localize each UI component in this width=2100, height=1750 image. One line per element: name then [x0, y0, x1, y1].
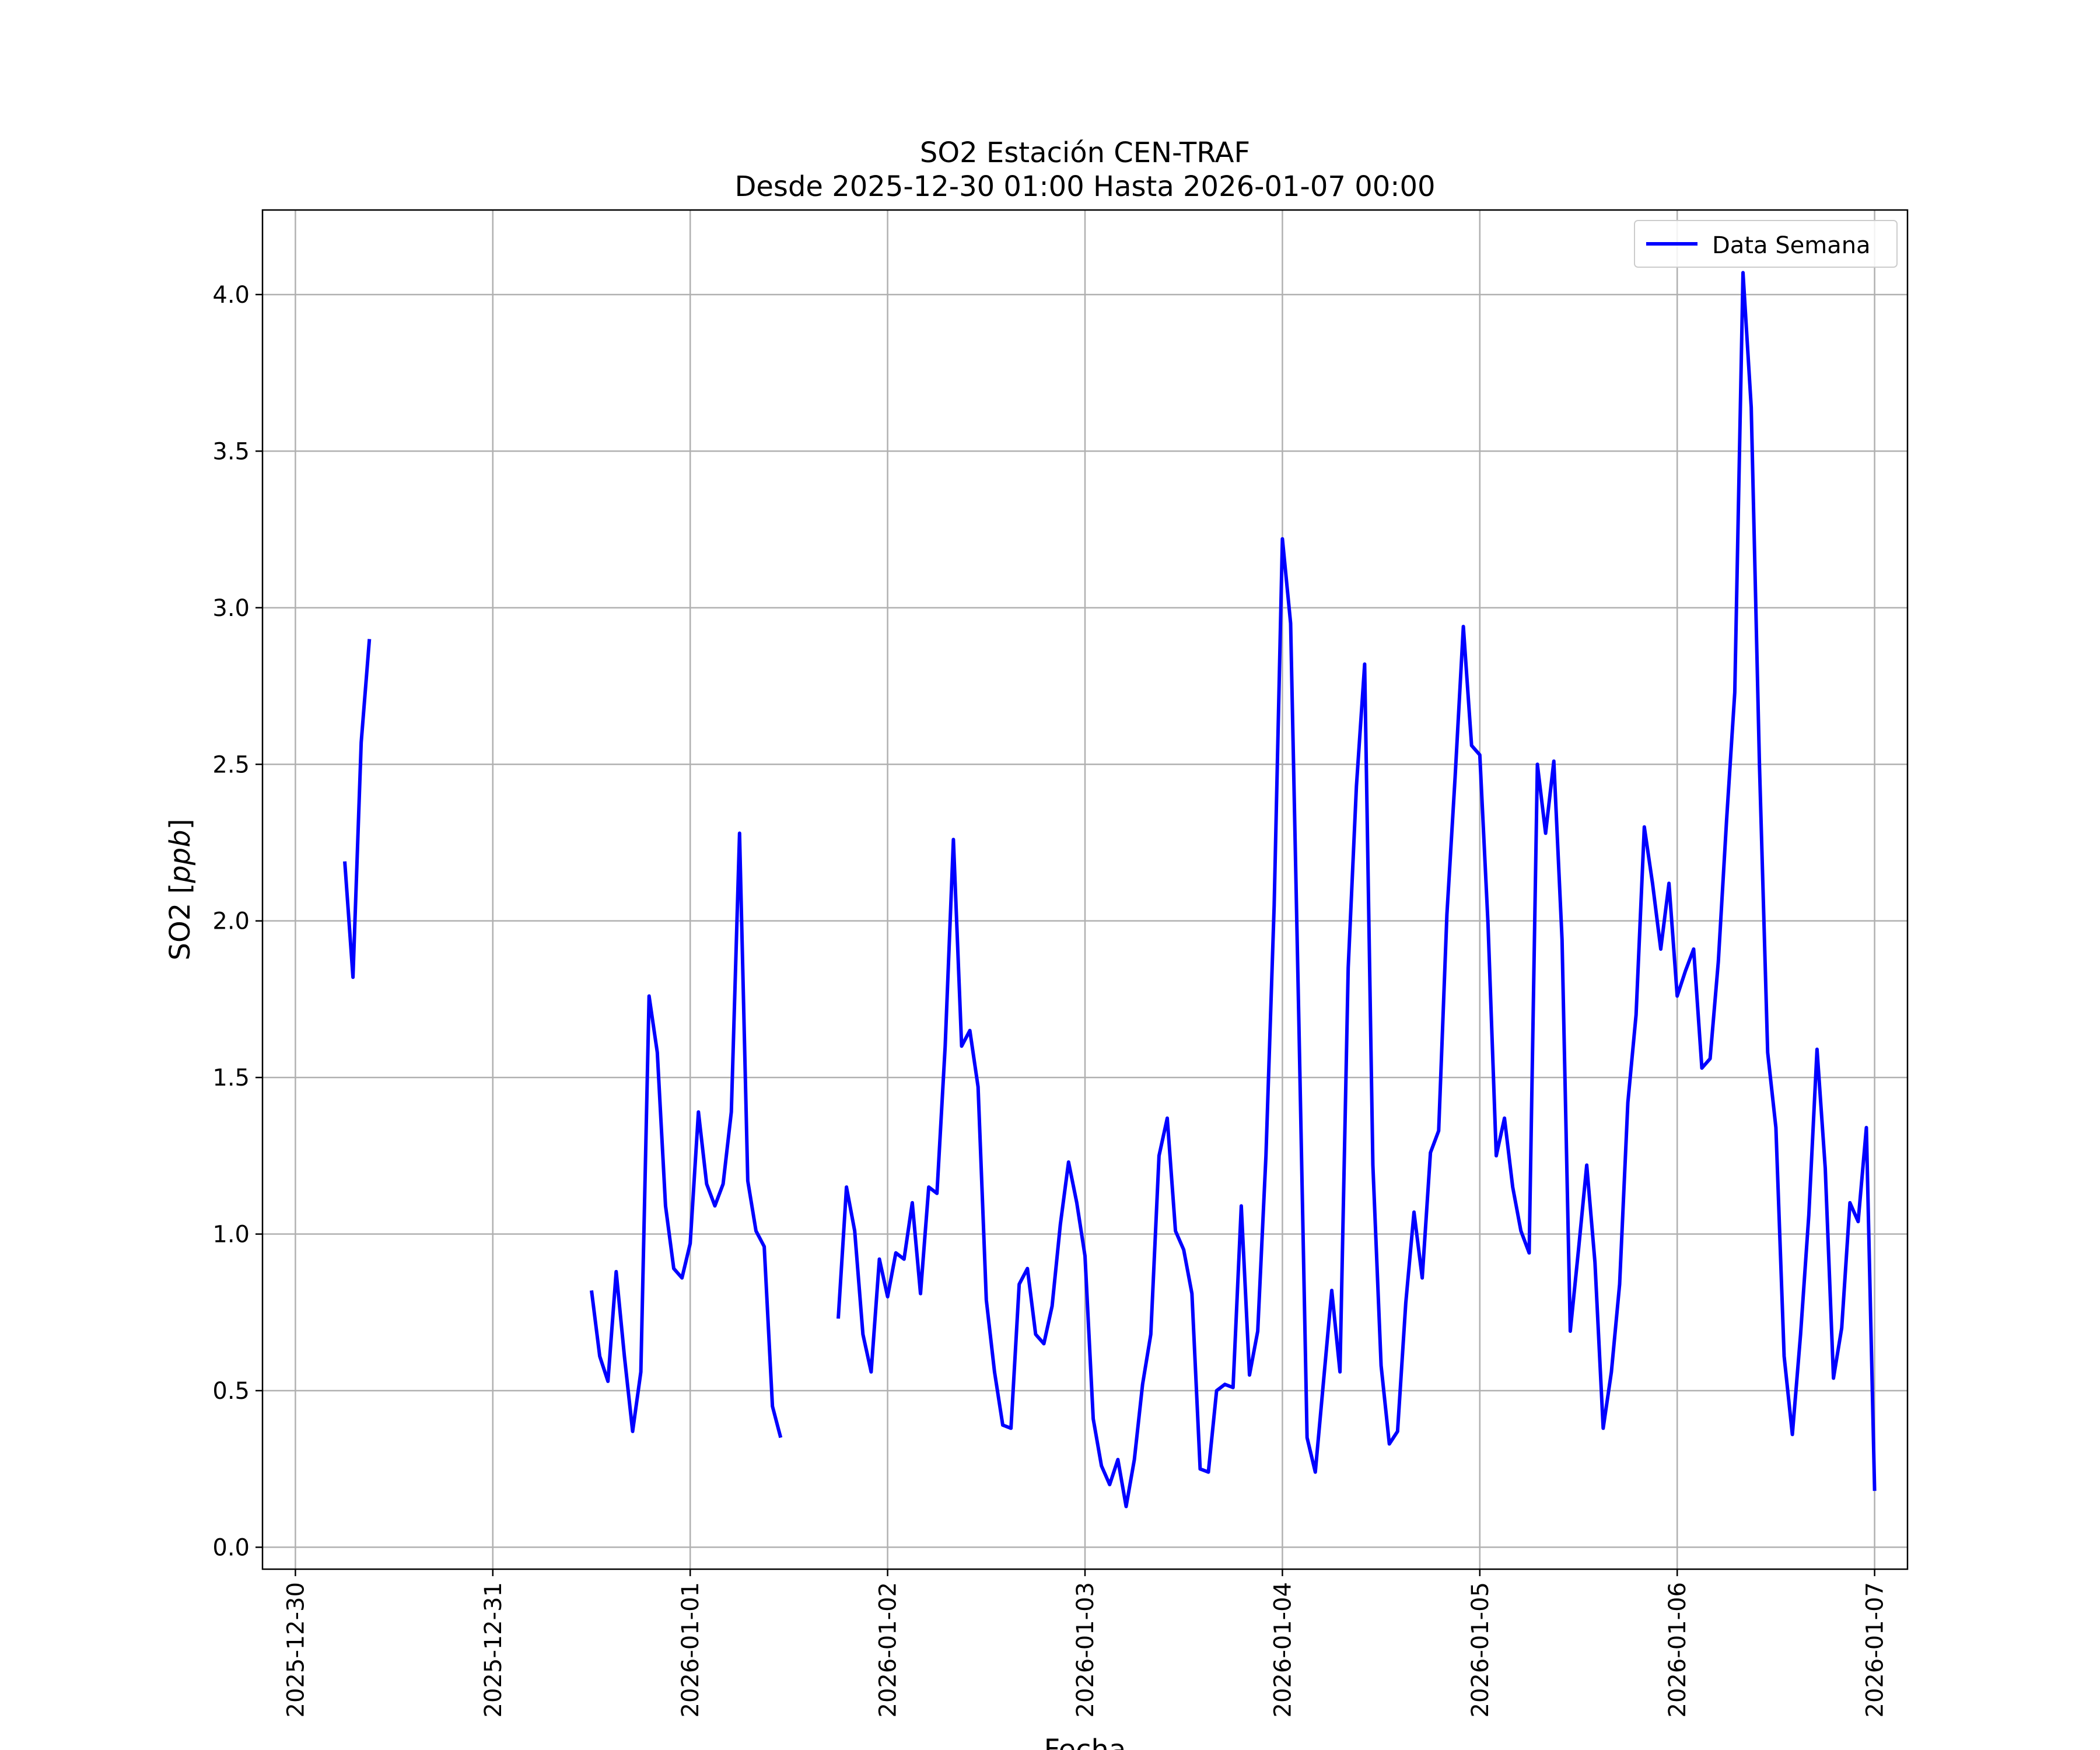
grid	[262, 210, 1908, 1569]
y-tick-label: 0.0	[212, 1534, 250, 1561]
x-tick-label: 2026-01-04	[1269, 1582, 1296, 1717]
y-axis-label: SO2 [ppb]	[164, 819, 197, 961]
x-tick-label: 2026-01-05	[1467, 1582, 1494, 1717]
y-tick-label: 1.5	[212, 1065, 250, 1091]
y-tick-label: 0.5	[212, 1378, 250, 1405]
series-line-segment	[590, 831, 783, 1438]
y-tick-label: 3.0	[212, 595, 250, 622]
series-line-segment	[343, 639, 372, 979]
legend-box	[1634, 220, 1898, 268]
axis-ticks: 2025-12-30 2025-12-31 2026-01-01 2026-01-02…	[212, 282, 1888, 1718]
y-tick-label: 2.5	[212, 751, 250, 778]
legend-label: Data Semana	[1712, 232, 1871, 259]
x-tick-label: 2026-01-01	[677, 1582, 704, 1717]
y-tick-label: 1.0	[212, 1222, 250, 1248]
x-tick-label: 2026-01-07	[1862, 1582, 1889, 1717]
x-axis-label: Fecha	[1044, 1734, 1126, 1750]
series-line-segment	[836, 271, 1877, 1508]
y-tick-label: 2.0	[212, 908, 250, 935]
x-tick-label: 2025-12-30	[282, 1582, 309, 1717]
x-tick-label: 2026-01-06	[1664, 1582, 1691, 1717]
chart-subtitle: Desde 2025-12-30 01:00 Hasta 2026-01-07 …	[734, 170, 1435, 203]
y-tick-label: 4.0	[212, 282, 250, 309]
legend: Data Semana	[1634, 220, 1898, 268]
x-tick-label: 2026-01-03	[1072, 1582, 1099, 1717]
x-tick-label: 2026-01-02	[875, 1582, 902, 1717]
x-tick-label: 2025-12-31	[480, 1582, 507, 1717]
y-axis-label-unit: ppb	[164, 830, 197, 883]
chart-title: SO2 Estación CEN-TRAF	[920, 136, 1250, 169]
y-axis-label-suffix: ]	[164, 819, 197, 830]
y-axis-label-prefix: SO2 [	[164, 883, 197, 961]
y-tick-label: 3.5	[212, 438, 250, 465]
plot-frame	[261, 209, 1909, 1570]
data-line	[343, 271, 1877, 1508]
